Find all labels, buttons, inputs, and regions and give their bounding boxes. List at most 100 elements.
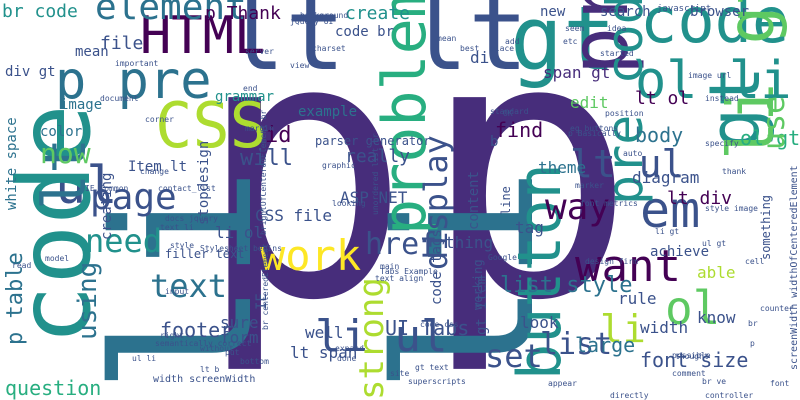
cloud-word-auto: auto (623, 149, 643, 158)
cloud-word-screenwidth-long: screenWidth widthOfCenteredElement (789, 165, 800, 370)
cloud-word-ul-gt-small: ul gt (702, 239, 727, 248)
cloud-word-instead: instead (705, 94, 739, 103)
cloud-word-contact-list: contact_list (158, 184, 216, 193)
cloud-word-main: main (380, 262, 400, 271)
cloud-word-end: end (243, 84, 258, 93)
cloud-word-gt: gt (510, 0, 616, 90)
cloud-word-div-gt: div gt (5, 64, 56, 80)
cloud-word-code-a: code (640, 0, 790, 57)
cloud-word-href: href (365, 227, 438, 262)
cloud-word-large: large (575, 333, 636, 357)
cloud-word-thought: thought (675, 352, 709, 361)
cloud-word-width: width (640, 318, 689, 337)
cloud-word-line: line (499, 186, 513, 215)
cloud-word-search: search (600, 4, 651, 20)
cloud-word-bright-centered: brightOfCenteredElement br (259, 109, 268, 235)
cloud-word-image: image (60, 97, 103, 113)
cloud-word-thing: thing (445, 233, 494, 252)
cloud-word-ul-li-small: ul li (132, 354, 157, 363)
cloud-word-view: view (290, 61, 310, 70)
cloud-word-using: using (73, 261, 103, 340)
cloud-word-use: use (757, 95, 792, 150)
cloud-word-without: without (200, 344, 234, 353)
cloud-word-bottom: bottom (240, 357, 269, 366)
cloud-word-lt: lt (225, 0, 346, 93)
cloud-word-javascript: javascript (657, 4, 712, 14)
cloud-word-item-lt: Item lt (128, 159, 188, 175)
cloud-word-white-space: white space (4, 117, 20, 210)
cloud-word-started: started (600, 49, 634, 58)
cloud-word-creating: creating (99, 172, 115, 240)
cloud-word-html: HTML (140, 6, 266, 66)
cloud-word-tag: tag (515, 218, 544, 237)
cloud-word-style-image: style image (705, 204, 758, 213)
cloud-word-list-style: list style (500, 273, 633, 298)
cloud-word-lt-b: lt b (200, 365, 220, 374)
cloud-word-stylesheet: Stylesheet begins (200, 244, 282, 253)
cloud-word-li-gt-small: li gt (655, 227, 680, 236)
cloud-word-grammar: grammar (215, 89, 275, 105)
cloud-word-footer: footer (160, 318, 233, 342)
cloud-word-ui-tabs: UI Tabs (385, 316, 470, 340)
cloud-word-etc: etc (563, 37, 578, 46)
cloud-word-lt-span: lt span (290, 343, 358, 362)
cloud-word-font-size: font size (640, 348, 749, 372)
cloud-word-br-small: br (748, 319, 758, 328)
cloud-word-unordered-list: unordered list br (371, 133, 380, 215)
cloud-word-superscripts: superscripts (408, 377, 466, 386)
cloud-word-question: question (5, 376, 102, 400)
cloud-word-list: list (540, 327, 613, 362)
cloud-word-charset: charset (312, 44, 346, 53)
cloud-word-create: create (345, 3, 411, 24)
cloud-word-ol: ol (665, 281, 721, 335)
cloud-word-css-file: CSS file (255, 206, 333, 225)
cloud-word-code-br: code br (335, 24, 395, 40)
cloud-word-need: need (85, 222, 163, 260)
cloud-word-achieve: achieve (650, 244, 710, 260)
cloud-word-really: really (345, 146, 411, 167)
cloud-word-font-metrics: font metrics (580, 199, 638, 208)
cloud-word-lt: lt (408, 0, 529, 93)
cloud-word-counter: counter (760, 304, 794, 313)
cloud-word-ul: ul (55, 156, 118, 216)
cloud-word-div: div (470, 48, 499, 67)
cloud-word-image-url: image url (688, 71, 732, 80)
cloud-word-body: body (635, 123, 684, 147)
cloud-word-text-align: text align (375, 274, 424, 283)
cloud-word-parser-generator: parser generator (315, 134, 431, 148)
cloud-word-working: working (471, 259, 485, 310)
cloud-word-width-screenwidth: width screenWidth (153, 374, 256, 385)
cloud-word-text-li: text li (160, 223, 194, 232)
cloud-word-rule: rule (618, 289, 657, 308)
cloud-word-background: background (300, 11, 349, 20)
cloud-word-best: best (460, 44, 480, 53)
cloud-word-b: b (490, 134, 499, 150)
cloud-word-p-small: p (750, 339, 755, 348)
cloud-word-well: well (305, 323, 344, 342)
cloud-word-style: style (170, 241, 195, 250)
cloud-word-site: site (390, 369, 410, 378)
cloud-word-design-firm: design firm (585, 257, 638, 266)
cloud-word-browser: browser (690, 4, 750, 20)
cloud-word-lt-ol: lt ol (635, 88, 690, 109)
cloud-word-li-ol: li ol (215, 223, 264, 242)
cloud-word-code-css: code css (420, 320, 459, 329)
cloud-word-p-basically: p Basically (568, 129, 621, 138)
cloud-word-ol-gt: ol gt (740, 126, 800, 150)
cloud-word-ok: OK (503, 109, 513, 118)
cloud-word-server: server (245, 47, 274, 56)
cloud-word-corner: corner (145, 115, 174, 124)
cloud-word-docs-jquery: docs jquery (165, 214, 218, 223)
cloud-word-text: text (150, 267, 228, 305)
cloud-word-read: read (12, 261, 32, 270)
cloud-word-br-centered: br centeredElement (261, 243, 270, 330)
cloud-word-seem: seem (565, 24, 585, 33)
cloud-word-will: will (240, 146, 293, 171)
cloud-word-idea: idea (607, 24, 627, 33)
cloud-word-page: page (90, 177, 177, 218)
cloud-word-important: important (115, 59, 159, 68)
cloud-word-edit: edit (570, 93, 609, 112)
cloud-word-directly: directly (610, 391, 649, 400)
cloud-word-possible: possible (672, 351, 711, 360)
